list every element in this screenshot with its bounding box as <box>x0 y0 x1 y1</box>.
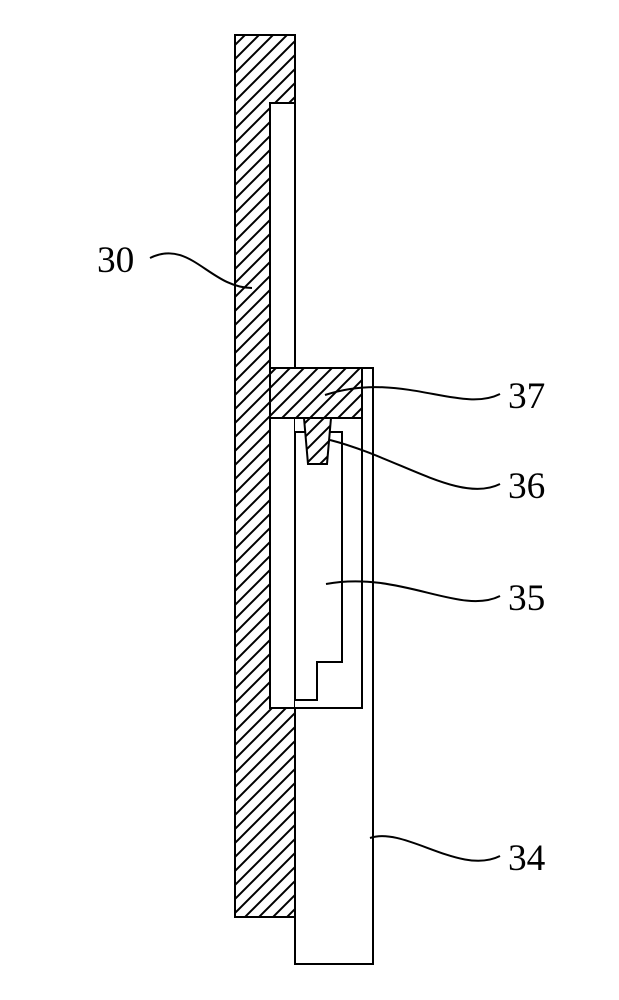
label-36: 36 <box>508 468 545 505</box>
label-35: 35 <box>508 580 545 617</box>
label-37: 37 <box>508 378 545 415</box>
part-37 <box>270 368 362 418</box>
label-30: 30 <box>97 242 134 279</box>
part-35 <box>295 432 342 700</box>
part-36 <box>304 418 331 464</box>
label-34: 34 <box>508 840 545 877</box>
